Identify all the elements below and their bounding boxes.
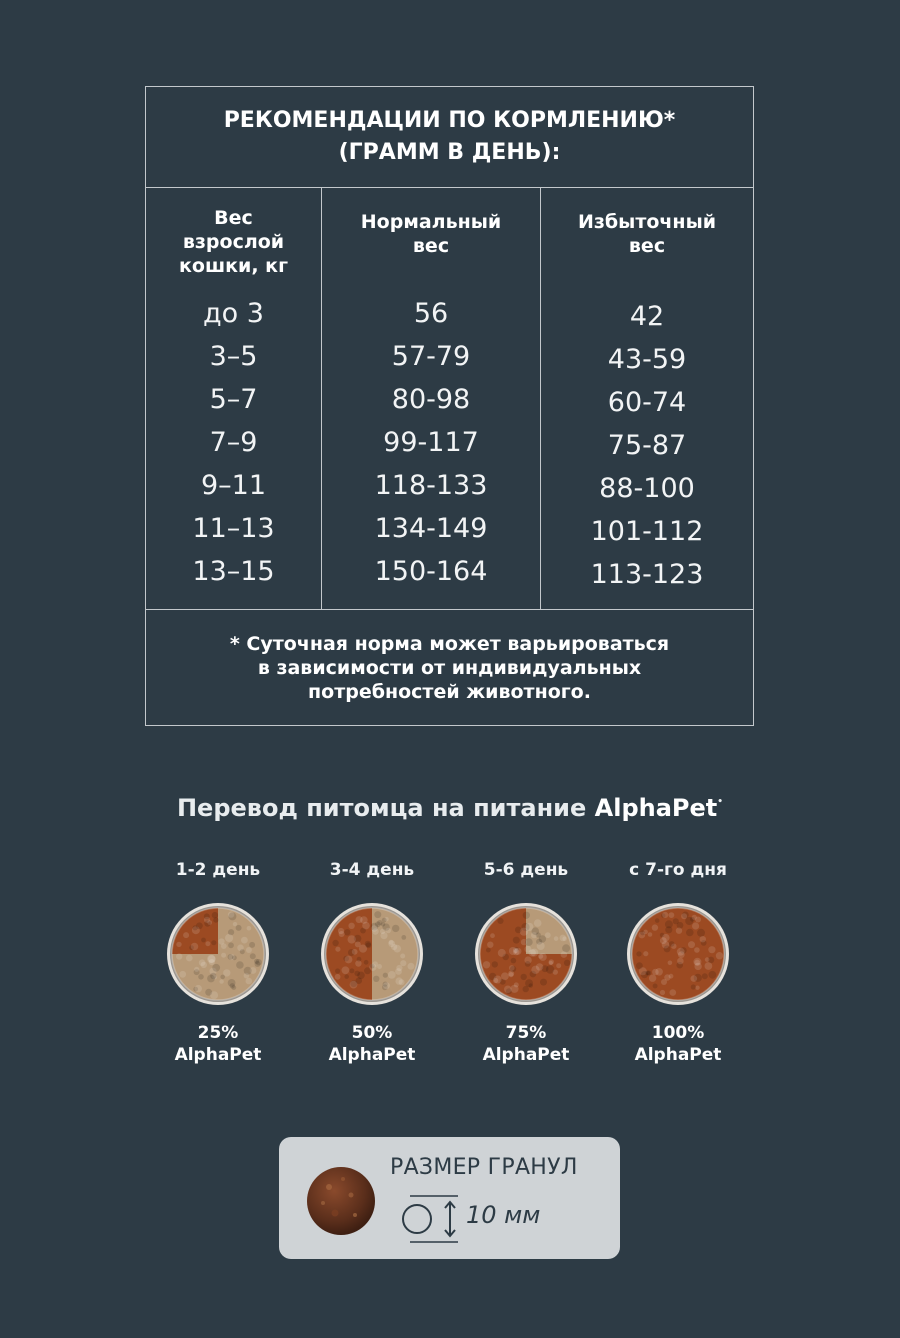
- table-cell: 150-164: [374, 556, 488, 587]
- table-title-line-2: (ГРАММ В ДЕНЬ):: [338, 140, 561, 165]
- column-header-line: вес: [412, 235, 450, 257]
- table-cell: 101-112: [590, 516, 704, 547]
- step-brand: AlphaPet: [174, 1045, 262, 1065]
- table-title: РЕКОМЕНДАЦИИ ПО КОРМЛЕНИЮ* (ГРАММ В ДЕНЬ…: [146, 87, 753, 188]
- food-mix-bowl-icon: [321, 903, 423, 1005]
- column-overweight: Избыточный вес 42 43-59 60-74 75-87 88-1…: [540, 188, 753, 609]
- table-cell: 113-123: [590, 559, 704, 590]
- table-cell: 42: [629, 301, 665, 332]
- table-cell: 57-79: [391, 341, 471, 372]
- step-day: с 7-го дня: [629, 860, 727, 880]
- column-header-line: вес: [628, 235, 666, 257]
- table-cell: 7–9: [209, 427, 258, 458]
- column-header-line: кошки, кг: [179, 255, 288, 277]
- table-title-line-1: РЕКОМЕНДАЦИИ ПО КОРМЛЕНИЮ*: [223, 108, 676, 133]
- step-percent: 100%: [651, 1023, 705, 1043]
- step-percent: 50%: [351, 1023, 393, 1043]
- table-cell: 88-100: [599, 473, 695, 504]
- column-header: Нормальный вес: [322, 210, 540, 258]
- column-header-line: Нормальный: [360, 211, 502, 233]
- step-day: 1-2 день: [175, 860, 261, 880]
- table-cell: 3–5: [209, 341, 258, 372]
- granule-icon: [307, 1167, 375, 1235]
- transition-step: 1-2 день 25% AlphaPet: [143, 858, 293, 1066]
- transition-title: Перевод питомца на питание AlphaPet•: [0, 794, 900, 822]
- column-header-line: Избыточный: [577, 211, 717, 233]
- feeding-table: РЕКОМЕНДАЦИИ ПО КОРМЛЕНИЮ* (ГРАММ В ДЕНЬ…: [145, 86, 754, 726]
- table-cell: 56: [413, 298, 449, 329]
- table-cell: 75-87: [607, 430, 687, 461]
- table-cell: 43-59: [607, 344, 687, 375]
- brand-logo: AlphaPet: [594, 794, 718, 822]
- column-header-line: Вес: [214, 207, 253, 229]
- footnote-line: в зависимости от индивидуальных: [257, 656, 642, 679]
- step-percent: 25%: [197, 1023, 239, 1043]
- step-brand: AlphaPet: [634, 1045, 722, 1065]
- column-header: Избыточный вес: [541, 210, 753, 258]
- table-cell: 9–11: [200, 470, 267, 501]
- food-mix-bowl-icon: [475, 903, 577, 1005]
- column-header-line: взрослой: [182, 231, 285, 253]
- table-cell: 99-117: [383, 427, 479, 458]
- table-cell: 80-98: [391, 384, 471, 415]
- table-cell: 60-74: [607, 387, 687, 418]
- table-cell: 5–7: [209, 384, 258, 415]
- step-brand: AlphaPet: [328, 1045, 416, 1065]
- brand-mark: •: [717, 797, 724, 807]
- granule-size-value: 10 мм: [466, 1201, 541, 1229]
- table-cell: 134-149: [374, 513, 488, 544]
- footnote-line: * Суточная норма может варьироваться: [229, 632, 670, 655]
- table-cell: 13–15: [192, 556, 275, 587]
- table-footnote: * Суточная норма может варьироваться в з…: [146, 610, 753, 725]
- food-mix-bowl-icon: [167, 903, 269, 1005]
- column-normal-weight: Нормальный вес 56 57-79 80-98 99-117 118…: [321, 188, 540, 609]
- footnote-line: потребностей животного.: [308, 680, 591, 703]
- table-body: Вес взрослой кошки, кг до 3 3–5 5–7 7–9 …: [146, 188, 753, 610]
- step-brand: AlphaPet: [482, 1045, 570, 1065]
- granule-title: РАЗМЕР ГРАНУЛ: [390, 1155, 578, 1180]
- table-cell: 118-133: [374, 470, 488, 501]
- table-cell: до 3: [203, 298, 264, 329]
- step-percent: 75%: [505, 1023, 547, 1043]
- transition-step: 5-6 день 75% AlphaPet: [451, 858, 601, 1066]
- transition-title-text: Перевод питомца на питание: [176, 794, 587, 822]
- column-header: Вес взрослой кошки, кг: [146, 206, 321, 278]
- transition-step: 3-4 день 50% AlphaPet: [297, 858, 447, 1066]
- food-mix-bowl-icon: [627, 903, 729, 1005]
- granule-size-card: РАЗМЕР ГРАНУЛ 10 мм: [279, 1137, 620, 1259]
- transition-step: с 7-го дня 100% AlphaPet: [603, 858, 753, 1066]
- size-measure-icon: [402, 1195, 458, 1243]
- step-day: 3-4 день: [329, 860, 415, 880]
- column-weight: Вес взрослой кошки, кг до 3 3–5 5–7 7–9 …: [146, 188, 321, 609]
- table-cell: 11–13: [192, 513, 275, 544]
- step-day: 5-6 день: [483, 860, 569, 880]
